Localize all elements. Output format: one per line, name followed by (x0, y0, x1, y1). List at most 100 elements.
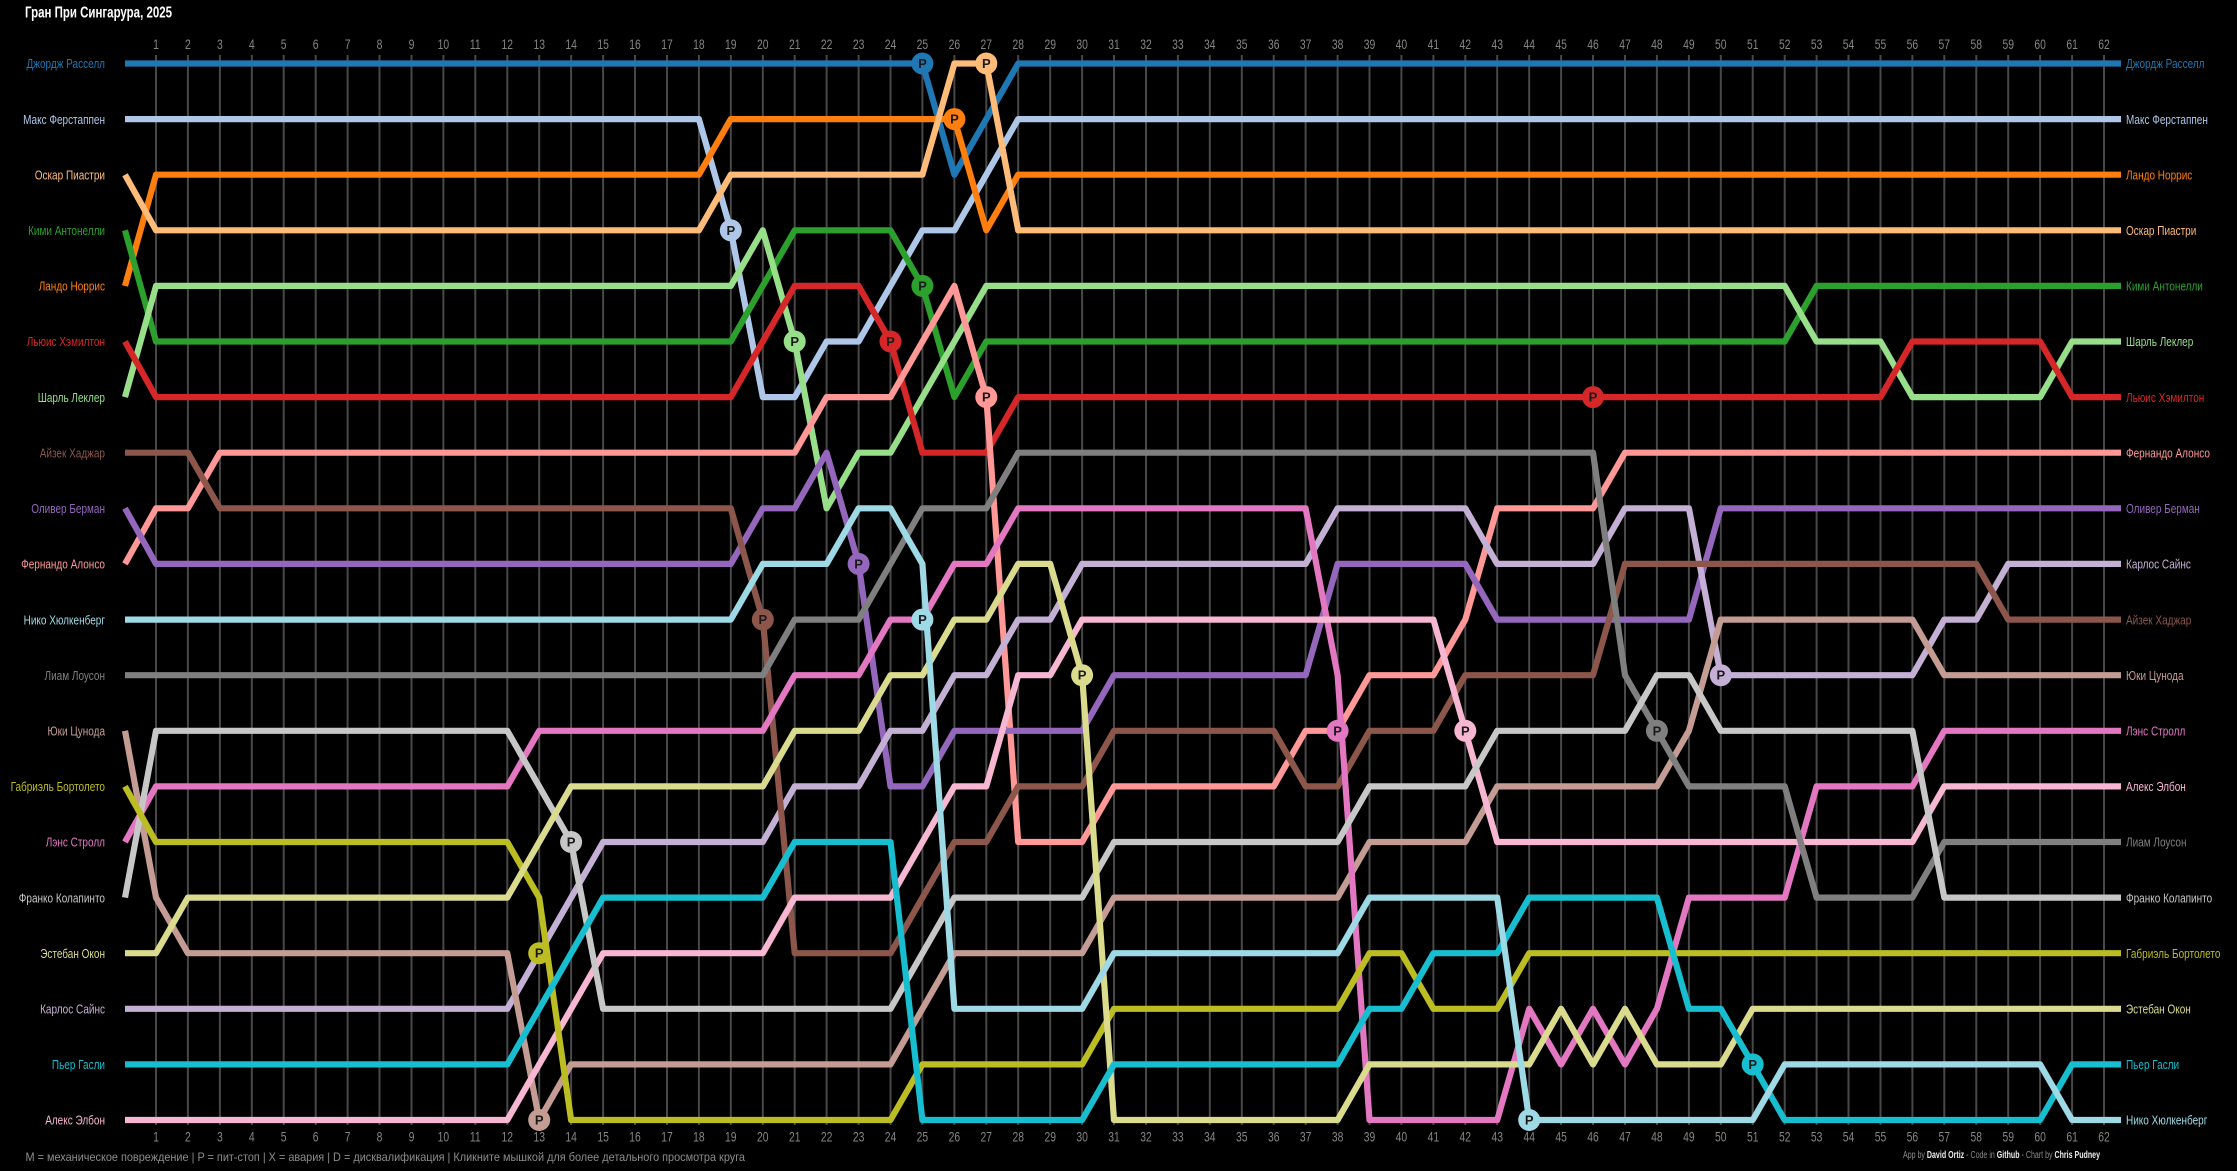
svg-text:38: 38 (1332, 1129, 1344, 1145)
svg-text:47: 47 (1619, 36, 1631, 52)
svg-text:P: P (1461, 723, 1470, 738)
svg-text:6: 6 (313, 36, 319, 52)
svg-text:6: 6 (313, 1129, 319, 1145)
svg-text:Франко Колапинто: Франко Колапинто (19, 891, 105, 905)
svg-text:Фернандо Алонсо: Фернандо Алонсо (21, 558, 105, 572)
svg-text:29: 29 (1044, 36, 1056, 52)
svg-text:14: 14 (565, 1129, 577, 1145)
svg-text:Оскар Пиастри: Оскар Пиастри (2126, 224, 2196, 238)
svg-text:Гран При Сингарура, 2025: Гран При Сингарура, 2025 (25, 5, 172, 22)
svg-text:Нико Хюлкенберг: Нико Хюлкенберг (2126, 1114, 2208, 1128)
svg-text:Карлос Сайнс: Карлос Сайнс (40, 1003, 105, 1017)
svg-text:33: 33 (1172, 36, 1184, 52)
svg-text:34: 34 (1204, 36, 1216, 52)
svg-text:55: 55 (1875, 1129, 1887, 1145)
svg-text:38: 38 (1332, 36, 1344, 52)
svg-text:P: P (1589, 390, 1598, 405)
svg-text:David Ortiz: David Ortiz (1927, 1150, 1964, 1161)
svg-text:37: 37 (1300, 36, 1312, 52)
svg-text:30: 30 (1076, 1129, 1088, 1145)
svg-text:Алекс Элбон: Алекс Элбон (2126, 780, 2186, 794)
svg-text:54: 54 (1843, 36, 1855, 52)
svg-text:20: 20 (757, 1129, 769, 1145)
svg-text:17: 17 (661, 36, 673, 52)
svg-text:Юки Цунода: Юки Цунода (2126, 669, 2184, 683)
svg-text:44: 44 (1523, 1129, 1535, 1145)
svg-text:P: P (950, 112, 959, 127)
svg-text:32: 32 (1140, 1129, 1152, 1145)
svg-text:51: 51 (1747, 36, 1759, 52)
svg-text:2: 2 (185, 36, 191, 52)
svg-text:48: 48 (1651, 36, 1663, 52)
svg-text:36: 36 (1268, 1129, 1280, 1145)
svg-text:25: 25 (917, 1129, 929, 1145)
svg-text:31: 31 (1108, 1129, 1120, 1145)
svg-text:3: 3 (217, 36, 223, 52)
svg-text:Айзек Хаджар: Айзек Хаджар (2126, 613, 2191, 627)
svg-text:40: 40 (1396, 36, 1408, 52)
svg-text:16: 16 (629, 1129, 641, 1145)
svg-text:26: 26 (949, 1129, 961, 1145)
svg-text:49: 49 (1683, 1129, 1695, 1145)
svg-text:P: P (854, 556, 863, 571)
svg-text:55: 55 (1875, 36, 1887, 52)
svg-text:47: 47 (1619, 1129, 1631, 1145)
svg-text:P: P (982, 390, 991, 405)
svg-text:5: 5 (281, 36, 287, 52)
svg-text:Нико Хюлкенберг: Нико Хюлкенберг (24, 613, 106, 627)
svg-text:39: 39 (1364, 36, 1376, 52)
svg-text:30: 30 (1076, 36, 1088, 52)
svg-text:1: 1 (153, 1129, 159, 1145)
svg-text:57: 57 (1939, 1129, 1951, 1145)
svg-text:15: 15 (597, 1129, 609, 1145)
svg-text:Лэнс Стролл: Лэнс Стролл (46, 836, 105, 850)
svg-text:58: 58 (1971, 1129, 1983, 1145)
svg-text:35: 35 (1236, 1129, 1248, 1145)
svg-text:41: 41 (1428, 36, 1440, 52)
svg-text:23: 23 (853, 1129, 865, 1145)
svg-text:28: 28 (1012, 36, 1024, 52)
svg-text:35: 35 (1236, 36, 1248, 52)
svg-text:56: 56 (1907, 36, 1919, 52)
svg-text:Эстебан Окон: Эстебан Окон (2126, 1003, 2191, 1017)
svg-text:P: P (1653, 723, 1662, 738)
svg-text:Лэнс Стролл: Лэнс Стролл (2126, 725, 2185, 739)
svg-text:45: 45 (1555, 36, 1567, 52)
svg-text:P: P (790, 334, 799, 349)
svg-text:Github: Github (1997, 1150, 2020, 1161)
svg-text:Макс Ферстаппен: Макс Ферстаппен (2126, 113, 2208, 127)
svg-text:24: 24 (885, 36, 897, 52)
svg-text:13: 13 (533, 36, 545, 52)
svg-text:P: P (886, 334, 895, 349)
svg-text:Льюис Хэмилтон: Льюис Хэмилтон (2126, 391, 2204, 405)
svg-text:41: 41 (1428, 1129, 1440, 1145)
svg-text:13: 13 (533, 1129, 545, 1145)
svg-text:Оливер Берман: Оливер Берман (31, 502, 105, 516)
svg-text:11: 11 (470, 1129, 481, 1145)
svg-text:Шарль Леклер: Шарль Леклер (38, 391, 105, 405)
svg-text:61: 61 (2066, 36, 2078, 52)
svg-text:Ландо Норрис: Ландо Норрис (39, 280, 105, 294)
svg-text:27: 27 (981, 1129, 993, 1145)
svg-text:20: 20 (757, 36, 769, 52)
svg-text:46: 46 (1587, 1129, 1599, 1145)
svg-text:58: 58 (1971, 36, 1983, 52)
svg-text:Карлос Сайнс: Карлос Сайнс (2126, 558, 2191, 572)
svg-text:Джордж Расселл: Джордж Расселл (27, 57, 106, 71)
svg-text:Макс Ферстаппен: Макс Ферстаппен (23, 113, 105, 127)
svg-text:25: 25 (917, 36, 929, 52)
svg-text:Пьер Гасли: Пьер Гасли (52, 1058, 105, 1072)
svg-text:18: 18 (693, 36, 705, 52)
svg-text:Оскар Пиастри: Оскар Пиастри (35, 168, 105, 182)
svg-text:56: 56 (1907, 1129, 1919, 1145)
svg-text:40: 40 (1396, 1129, 1408, 1145)
svg-text:21: 21 (789, 1129, 801, 1145)
svg-text:15: 15 (597, 36, 609, 52)
svg-text:7: 7 (345, 1129, 351, 1145)
svg-text:Chris Pudney: Chris Pudney (2055, 1150, 2101, 1161)
svg-text:P: P (918, 278, 927, 293)
svg-text:12: 12 (502, 1129, 514, 1145)
svg-text:36: 36 (1268, 36, 1280, 52)
svg-text:31: 31 (1108, 36, 1120, 52)
svg-text:10: 10 (438, 36, 450, 52)
